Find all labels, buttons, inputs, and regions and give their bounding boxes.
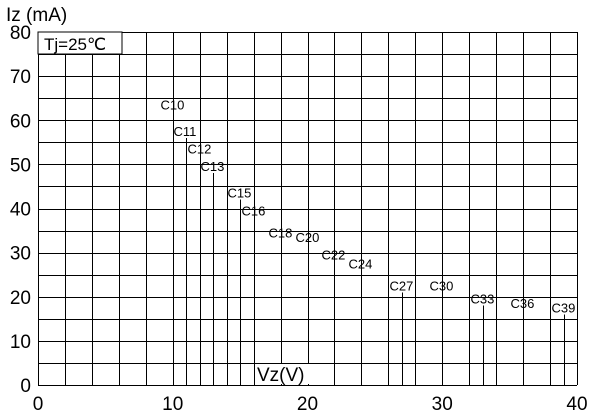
y-tick-label: 30 — [10, 244, 31, 265]
y-tick-label: 10 — [10, 332, 31, 353]
y-tick-label: 0 — [20, 376, 31, 397]
series-label: C33 — [471, 292, 495, 307]
y-tick-label: 40 — [10, 200, 31, 221]
x-tick-label: 10 — [162, 394, 183, 415]
x-tick-label: 30 — [432, 394, 453, 415]
series-label: C36 — [511, 296, 535, 311]
series-label: C20 — [296, 230, 320, 245]
x-axis-title: Vz(V) — [257, 365, 305, 386]
series-label: C24 — [349, 256, 373, 271]
y-tick-label: 60 — [10, 111, 31, 132]
series-label: C11 — [174, 124, 197, 139]
series-label: C27 — [390, 278, 414, 293]
series-label: C22 — [322, 247, 346, 262]
data-lines — [65, 62, 565, 385]
series-label: C30 — [430, 278, 454, 293]
x-axis-title-bg — [255, 364, 313, 384]
series-label: C18 — [269, 225, 293, 240]
y-tick-label: 50 — [10, 155, 31, 176]
tick-labels: 0 10 20 30 40 0 10 20 30 40 50 60 70 80 — [10, 23, 588, 415]
y-axis-title: Iz (mA) — [6, 5, 67, 26]
grid — [38, 32, 578, 386]
y-tick-label: 70 — [10, 67, 31, 88]
condition-box — [37, 31, 123, 55]
series-label: C16 — [242, 203, 266, 218]
series-label: C13 — [201, 159, 225, 174]
series-label: C10 — [161, 97, 185, 112]
condition-label: Tj=25℃ — [44, 35, 106, 54]
x-tick-label: 40 — [566, 394, 587, 415]
series-label: C39 — [552, 300, 576, 315]
series-label: C12 — [188, 142, 212, 157]
x-tick-label: 0 — [33, 394, 44, 415]
y-tick-label: 20 — [10, 288, 31, 309]
series-label: C15 — [228, 186, 252, 201]
x-tick-label: 20 — [297, 394, 318, 415]
y-tick-label: 80 — [10, 23, 31, 44]
